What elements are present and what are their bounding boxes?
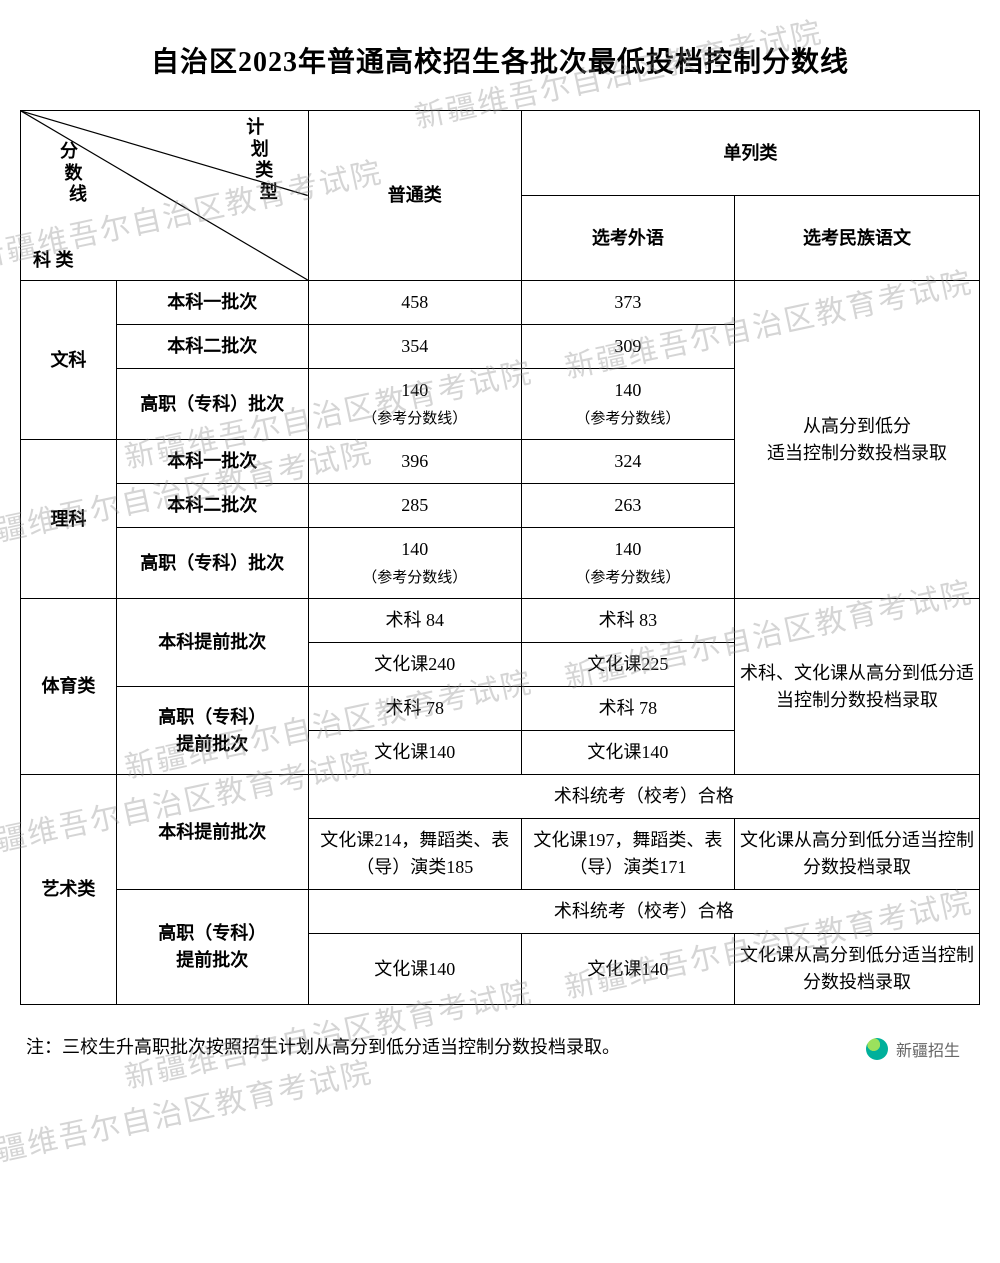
cell-value: 140 （参考分数线） (521, 369, 734, 440)
cell-main: 140 (401, 380, 428, 400)
cell-value: 140 （参考分数线） (521, 528, 734, 599)
cell-span: 术科统考（校考）合格 (308, 890, 979, 934)
cell-value: 140 （参考分数线） (308, 369, 521, 440)
cell-value: 文化课140 (308, 934, 521, 1005)
cell-value: 文化课140 (521, 934, 734, 1005)
cell-main: 140 (401, 539, 428, 559)
hdr-putong: 普通类 (308, 111, 521, 281)
cell-sub: （参考分数线） (575, 570, 680, 586)
page-title: 自治区2023年普通高校招生各批次最低投档控制分数线 (20, 40, 980, 80)
cell-span: 术科统考（校考）合格 (308, 775, 979, 819)
cell-value: 文化课240 (308, 643, 521, 687)
table-row: 体育类 本科提前批次 术科 84 术科 83 术科、文化课从高分到低分适当控制分… (21, 599, 980, 643)
batch-label: 本科二批次 (116, 484, 308, 528)
diag-label-scoreline: 分 数 线 (51, 141, 87, 206)
cell-sub: （参考分数线） (575, 411, 680, 427)
diagonal-header-cell: 计 划 类 型 分 数 线 科 类 (21, 111, 309, 281)
batch-label: 本科一批次 (116, 281, 308, 325)
batch-label: 高职（专科） 提前批次 (116, 687, 308, 775)
cell-value: 373 (521, 281, 734, 325)
hdr-danlie: 单列类 (521, 111, 979, 196)
cell-value: 140 （参考分数线） (308, 528, 521, 599)
table-row: 文科 本科一批次 458 373 从高分到低分 适当控制分数投档录取 (21, 281, 980, 325)
cell-value: 文化课140 (308, 731, 521, 775)
batch-label: 本科一批次 (116, 440, 308, 484)
wechat-logo-icon (866, 1038, 888, 1060)
cell-main: 140 (614, 380, 641, 400)
cell-value: 术科 84 (308, 599, 521, 643)
cat-tiyu: 体育类 (21, 599, 117, 775)
cell-value: 文化课225 (521, 643, 734, 687)
batch-label: 高职（专科）批次 (116, 369, 308, 440)
cell-value: 324 (521, 440, 734, 484)
hdr-minzu: 选考民族语文 (734, 196, 979, 281)
batch-label: 本科提前批次 (116, 775, 308, 890)
cell-value: 术科 78 (308, 687, 521, 731)
batch-label: 高职（专科）批次 (116, 528, 308, 599)
batch-label: 本科二批次 (116, 325, 308, 369)
footer: 新疆招生 (866, 1037, 960, 1061)
table-row: 高职（专科） 提前批次 术科统考（校考）合格 (21, 890, 980, 934)
footer-text: 新疆招生 (896, 1037, 960, 1061)
cell-value: 文化课140 (521, 731, 734, 775)
cat-yishu: 艺术类 (21, 775, 117, 1005)
cell-value: 文化课197，舞蹈类、表（导）演类171 (521, 819, 734, 890)
hdr-waiyu: 选考外语 (521, 196, 734, 281)
batch-label: 本科提前批次 (116, 599, 308, 687)
cell-value: 285 (308, 484, 521, 528)
table-row: 艺术类 本科提前批次 术科统考（校考）合格 (21, 775, 980, 819)
page: 自治区2023年普通高校招生各批次最低投档控制分数线 计 划 类 型 分 数 线… (0, 0, 1000, 1079)
cell-minzu-merge: 从高分到低分 适当控制分数投档录取 (734, 281, 979, 599)
cell-sub: （参考分数线） (362, 570, 467, 586)
cell-value: 术科 78 (521, 687, 734, 731)
cell-value: 术科 83 (521, 599, 734, 643)
cell-value: 文化课214，舞蹈类、表（导）演类185 (308, 819, 521, 890)
cell-value: 文化课从高分到低分适当控制分数投档录取 (734, 819, 979, 890)
cell-value: 354 (308, 325, 521, 369)
cat-like: 理科 (21, 440, 117, 599)
cell-value: 309 (521, 325, 734, 369)
cat-wenke: 文科 (21, 281, 117, 440)
table-header-row: 计 划 类 型 分 数 线 科 类 普通类 单列类 (21, 111, 980, 196)
cell-sub: （参考分数线） (362, 411, 467, 427)
cell-value: 263 (521, 484, 734, 528)
batch-label: 高职（专科） 提前批次 (116, 890, 308, 1005)
watermark-text: 新疆维吾尔自治区教育考试院 (0, 1047, 376, 1177)
diag-label-plan-type: 计 划 类 型 (233, 117, 278, 203)
diag-label-subject: 科 类 (33, 250, 74, 272)
cell-value: 文化课从高分到低分适当控制分数投档录取 (734, 934, 979, 1005)
footnote: 注：三校生升高职批次按照招生计划从高分到低分适当控制分数投档录取。 (20, 1033, 980, 1059)
cell-value: 396 (308, 440, 521, 484)
cell-main: 140 (614, 539, 641, 559)
score-table: 计 划 类 型 分 数 线 科 类 普通类 单列类 选考外语 选考民族语文 文科… (20, 110, 980, 1005)
cell-value: 458 (308, 281, 521, 325)
cell-tiyu-mz: 术科、文化课从高分到低分适当控制分数投档录取 (734, 599, 979, 775)
